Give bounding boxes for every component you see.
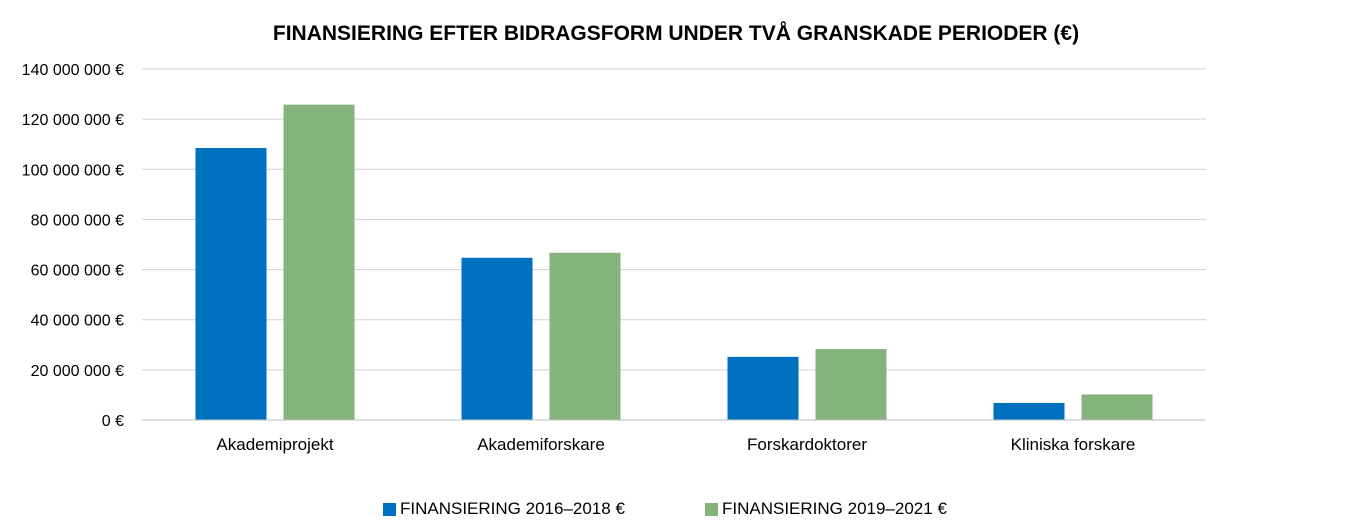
bar bbox=[993, 402, 1065, 420]
bar bbox=[195, 147, 267, 420]
x-category-label: Akademiprojekt bbox=[216, 435, 333, 454]
bar bbox=[815, 349, 887, 420]
x-axis-category-labels: Akademiprojekt Akademiforskare Forskardokt… bbox=[216, 435, 1135, 454]
legend-swatch bbox=[705, 503, 718, 516]
y-tick-label: 60 000 000 € bbox=[31, 263, 125, 280]
legend-label: FINANSIERING 2016–2018 € bbox=[400, 499, 625, 518]
y-tick-label: 0 € bbox=[102, 413, 124, 430]
legend-swatch bbox=[383, 503, 396, 516]
chart-title: FINANSIERING EFTER BIDRAGSFORM UNDER TVÅ… bbox=[273, 21, 1079, 45]
y-axis-tick-labels: 0 € 20 000 000 € 40 000 000 € 60 000 000 € 8… bbox=[22, 62, 124, 430]
legend: FINANSIERING 2016–2018 € FINANSIERING 201… bbox=[383, 499, 947, 518]
x-category-label: Akademiforskare bbox=[477, 435, 605, 454]
bar bbox=[549, 252, 621, 420]
x-category-label: Forskardoktorer bbox=[747, 435, 867, 454]
x-category-label: Kliniska forskare bbox=[1011, 435, 1136, 454]
legend-label: FINANSIERING 2019–2021 € bbox=[722, 499, 947, 518]
bar bbox=[727, 356, 799, 420]
bars bbox=[195, 104, 1153, 420]
bar bbox=[461, 257, 533, 420]
y-tick-label: 100 000 000 € bbox=[22, 162, 124, 179]
bar bbox=[1081, 394, 1153, 420]
y-tick-label: 140 000 000 € bbox=[22, 62, 124, 79]
y-tick-label: 80 000 000 € bbox=[31, 212, 125, 229]
y-tick-label: 120 000 000 € bbox=[22, 112, 124, 129]
y-tick-label: 20 000 000 € bbox=[31, 363, 125, 380]
y-tick-label: 40 000 000 € bbox=[31, 313, 125, 330]
bar bbox=[283, 104, 355, 420]
